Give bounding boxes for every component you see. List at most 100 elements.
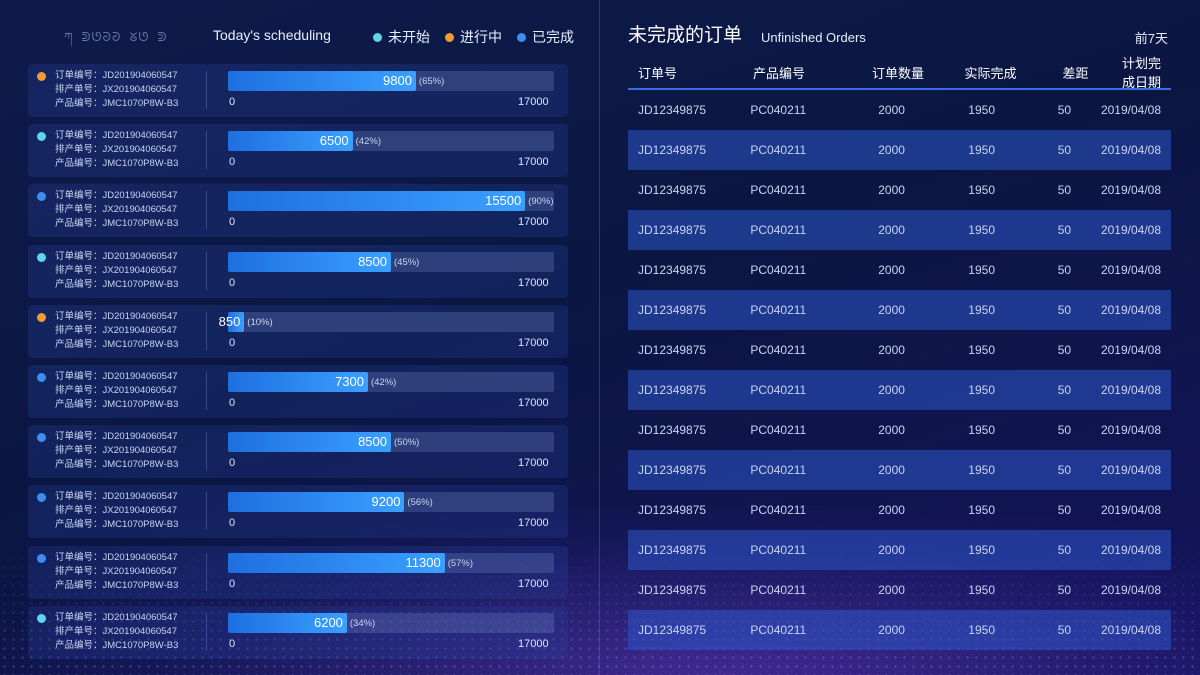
cell-actual-done: 1950	[968, 303, 995, 317]
axis-max-label: 17000	[518, 637, 549, 650]
cell-actual-done: 1950	[968, 343, 995, 357]
cell-order-no: JD12349875	[638, 223, 707, 237]
schedule-list: 订单编号：JD201904060547 排产单号：JX201904060547 产品…	[28, 64, 568, 666]
cell-product-no: PC040211	[750, 383, 807, 397]
axis-min-label: 0	[229, 216, 236, 229]
progress-fill	[228, 251, 391, 272]
axis-min-label: 0	[229, 276, 236, 289]
table-row[interactable]: JD12349875 PC040211 2000 1950 50 2019/04/08	[628, 170, 1171, 210]
row-separator	[206, 71, 207, 109]
cell-plan-date: 2019/04/08	[1100, 143, 1161, 157]
progress-percent: (65%)	[418, 76, 445, 87]
schedule-row[interactable]: 订单编号：JD201904060547 排产单号：JX201904060547 产品…	[28, 364, 568, 418]
table-row[interactable]: JD12349875 PC040211 2000 1950 50 2019/04/08	[628, 330, 1171, 370]
cell-order-qty: 2000	[878, 463, 905, 477]
table-row[interactable]: JD12349875 PC040211 2000 1950 50 2019/04/08	[628, 610, 1171, 650]
axis-min-label: 0	[229, 517, 236, 530]
table-row[interactable]: JD12349875 PC040211 2000 1950 50 2019/04/08	[628, 490, 1171, 530]
progress-fill	[228, 131, 353, 152]
cell-order-qty: 2000	[878, 183, 905, 197]
progress-fill	[228, 311, 245, 332]
table-row[interactable]: JD12349875 PC040211 2000 1950 50 2019/04/08	[628, 90, 1171, 130]
legend-label: 已完成	[532, 29, 574, 45]
row-separator	[206, 251, 207, 290]
legend-dot-icon	[373, 32, 382, 42]
row-separator	[206, 492, 207, 531]
product-no-line: 产品编号：JMC1070P8W-B3	[55, 278, 179, 290]
cell-gap: 50	[1057, 383, 1072, 397]
product-no-line: 产品编号：JMC1070P8W-B3	[55, 639, 179, 651]
order-no-line: 订单编号：JD201904060547	[55, 431, 178, 443]
sched-no-line: 排产单号：JX201904060547	[55, 625, 178, 637]
table-row[interactable]: JD12349875 PC040211 2000 1950 50 2019/04/08	[628, 250, 1171, 290]
table-row[interactable]: JD12349875 PC040211 2000 1950 50 2019/04/08	[628, 370, 1171, 410]
cell-actual-done: 1950	[968, 543, 995, 557]
table-row[interactable]: JD12349875 PC040211 2000 1950 50 2019/04/08	[628, 570, 1171, 610]
order-no-line: 订单编号：JD201904060547	[55, 491, 178, 503]
status-dot-icon	[37, 613, 46, 623]
cell-product-no: PC040211	[750, 543, 807, 557]
table-row[interactable]: JD12349875 PC040211 2000 1950 50 2019/04/08	[628, 410, 1171, 450]
header-plan-date: 计划完成日期	[1121, 56, 1161, 90]
cell-actual-done: 1950	[968, 383, 995, 397]
schedule-row[interactable]: 订单编号：JD201904060547 排产单号：JX201904060547 产品…	[28, 485, 568, 539]
schedule-row[interactable]: 订单编号：JD201904060547 排产单号：JX201904060547 产品…	[28, 425, 568, 479]
cell-actual-done: 1950	[968, 623, 995, 637]
table-row[interactable]: JD12349875 PC040211 2000 1950 50 2019/04/08	[628, 290, 1171, 330]
axis-max-label: 17000	[518, 156, 549, 169]
progress-percent: (50%)	[394, 437, 420, 449]
axis-min-label: 0	[229, 577, 236, 590]
header-actual-done: 实际完成	[964, 65, 1017, 81]
progress-bar: 6200 (34%)	[228, 612, 554, 633]
cell-product-no: PC040211	[750, 583, 807, 597]
schedule-title: Today's scheduling	[213, 27, 331, 43]
axis-min-label: 0	[229, 396, 236, 409]
cell-order-qty: 2000	[878, 623, 905, 637]
cell-plan-date: 2019/04/08	[1100, 383, 1161, 397]
schedule-row[interactable]: 订单编号：JD201904060547 排产单号：JX201904060547 产品…	[28, 64, 568, 117]
order-no-line: 订单编号：JD201904060547	[55, 370, 178, 382]
progress-value: 15500	[485, 193, 522, 209]
product-no-line: 产品编号：JMC1070P8W-B3	[55, 398, 179, 410]
schedule-row[interactable]: 订单编号：JD201904060547 排产单号：JX201904060547 产品…	[28, 605, 568, 659]
table-row[interactable]: JD12349875 PC040211 2000 1950 50 2019/04/08	[628, 530, 1171, 570]
axis-min-label: 0	[229, 156, 236, 169]
axis-max-label: 17000	[518, 276, 549, 289]
cell-plan-date: 2019/04/08	[1100, 343, 1161, 357]
product-no-line: 产品编号：JMC1070P8W-B3	[55, 579, 179, 591]
progress-bar: 7300 (42%)	[228, 371, 554, 392]
cell-order-no: JD12349875	[638, 103, 707, 117]
schedule-row[interactable]: 订单编号：JD201904060547 排产单号：JX201904060547 产品…	[28, 304, 568, 358]
schedule-row[interactable]: 订单编号：JD201904060547 排产单号：JX201904060547 产品…	[28, 244, 568, 298]
cell-order-no: JD12349875	[638, 463, 707, 477]
table-body: JD12349875 PC040211 2000 1950 50 2019/04/08 JD…	[628, 90, 1171, 650]
progress-bar: 9200 (56%)	[228, 492, 554, 513]
orders-title: 未完成的订单	[628, 25, 743, 46]
progress-fill	[228, 191, 526, 212]
schedule-row[interactable]: 订单编号：JD201904060547 排产单号：JX201904060547 产品…	[28, 124, 568, 178]
schedule-row[interactable]: 订单编号：JD201904060547 排产单号：JX201904060547 产品…	[28, 184, 568, 238]
table-row[interactable]: JD12349875 PC040211 2000 1950 50 2019/04/08	[628, 130, 1171, 170]
cell-product-no: PC040211	[750, 343, 807, 357]
legend-dot-icon	[445, 32, 454, 42]
progress-value: 11300	[405, 554, 441, 570]
cell-gap: 50	[1057, 583, 1072, 597]
status-dot-icon	[37, 372, 46, 382]
progress-fill	[228, 432, 391, 453]
cell-plan-date: 2019/04/08	[1100, 263, 1161, 277]
cell-order-no: JD12349875	[638, 543, 707, 557]
cell-gap: 50	[1057, 303, 1072, 317]
cell-plan-date: 2019/04/08	[1100, 303, 1161, 317]
status-dot-icon	[37, 553, 46, 563]
legend-label: 进行中	[460, 29, 502, 45]
table-row[interactable]: JD12349875 PC040211 2000 1950 50 2019/04/08	[628, 450, 1171, 490]
table-row[interactable]: JD12349875 PC040211 2000 1950 50 2019/04/08	[628, 210, 1171, 250]
axis-max-label: 17000	[518, 457, 549, 470]
schedule-row[interactable]: 订单编号：JD201904060547 排产单号：JX201904060547 产品…	[28, 545, 568, 599]
progress-percent: (42%)	[355, 136, 381, 148]
brand-logo: ཀ ᕲᘎᘐᘑ ᘜᘎ ᕲ	[64, 30, 168, 44]
date-range-selector[interactable]: 前7天	[1134, 31, 1168, 46]
schedule-header: ཀ ᕲᘎᘐᘑ ᘜᘎ ᕲ Today's scheduling 未开始 进行中 已…	[64, 22, 574, 48]
cell-order-no: JD12349875	[638, 303, 707, 317]
status-dot-icon	[37, 132, 46, 142]
